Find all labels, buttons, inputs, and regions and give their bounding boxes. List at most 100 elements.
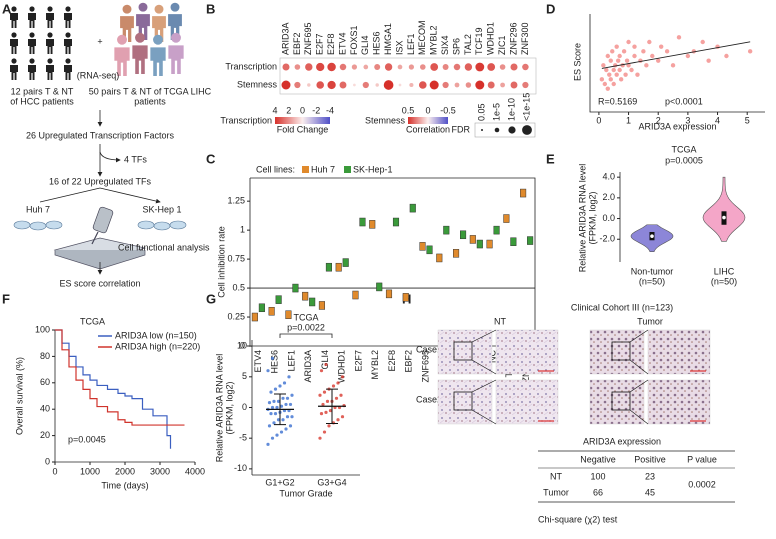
y-tick-label: 0	[45, 456, 50, 466]
color-scale	[275, 117, 330, 124]
stemness-dot	[510, 81, 518, 89]
y-tick-label: 10	[237, 341, 247, 351]
histology-zoom	[495, 379, 559, 425]
scatter-point	[607, 72, 612, 77]
data-point	[273, 412, 278, 416]
histology-zoom	[495, 329, 559, 375]
stemness-dot	[429, 80, 439, 90]
x-tick-label: ZNF695	[420, 350, 430, 383]
scatter-point	[626, 39, 631, 45]
scatter-point	[676, 35, 682, 40]
scatter-point	[604, 67, 609, 73]
scatter-point	[617, 67, 622, 73]
box	[503, 214, 510, 223]
data-point	[340, 415, 345, 419]
y-axis-label: Overall survival (%)	[14, 357, 24, 435]
scatter-point	[632, 44, 637, 49]
zoom-connector	[629, 329, 649, 375]
legend-label: ARID3A high (n=220)	[115, 341, 200, 351]
error-bar	[274, 393, 286, 426]
box	[402, 293, 409, 302]
stemness-dot	[419, 81, 427, 89]
zoom-box	[611, 391, 631, 411]
y-tick-label: 40	[40, 404, 50, 414]
panel-label: F	[2, 291, 10, 306]
box	[486, 239, 493, 249]
box	[469, 235, 476, 244]
data-point	[269, 412, 273, 416]
y-tick-label: 0.5	[232, 282, 245, 292]
x-tick-label: (n=50)	[711, 276, 737, 286]
data-point	[319, 412, 324, 416]
gene-label: EBF2	[292, 32, 302, 55]
gene-label: ZNF695	[303, 22, 313, 55]
legend-label: SK-Hep-1	[353, 164, 393, 174]
fdr-dot	[522, 125, 532, 135]
stemness-dot	[353, 83, 356, 87]
arrow	[39, 187, 160, 202]
table-cell: NT	[550, 471, 562, 481]
zoom-connector	[629, 379, 649, 425]
x-axis-label: ARID3A expression	[638, 121, 716, 131]
step-label: 16 of 22 Upregulated TFs	[49, 176, 151, 186]
data-point	[284, 427, 288, 431]
violin-median	[650, 234, 654, 238]
scatter-point	[724, 53, 729, 59]
x-tick-label: HES6	[270, 350, 280, 374]
y-tick-label: 1.25	[227, 196, 245, 206]
row-label: Stemness	[237, 79, 278, 89]
transcription-dot	[363, 64, 369, 70]
arrow	[99, 151, 121, 163]
box	[352, 290, 359, 300]
scatter-point	[602, 81, 608, 87]
box	[342, 258, 349, 267]
y-tick-label: 80	[40, 351, 50, 361]
data-point	[267, 424, 272, 428]
fdr-dot	[508, 126, 516, 134]
transcription-dot	[475, 62, 485, 72]
scatter-point	[638, 58, 643, 63]
table-cell: 23	[645, 471, 655, 481]
x-tick-label: 2	[656, 115, 661, 125]
legend-title: FDR	[452, 124, 471, 134]
stemness-dot	[487, 81, 495, 89]
data-point	[325, 399, 330, 403]
transcription-dot	[282, 63, 290, 71]
box	[309, 297, 316, 307]
scatter-point	[644, 63, 649, 68]
box	[520, 188, 527, 198]
method-label: (RNA-seq)	[77, 70, 120, 80]
data-point	[281, 418, 285, 422]
gene-label: TAL2	[463, 34, 473, 55]
scatter-point	[647, 39, 652, 45]
data-point	[278, 384, 282, 388]
y-tick-label: 1	[240, 225, 245, 235]
p-value: p<0.0001	[665, 96, 703, 106]
y-tick-label: 20	[40, 430, 50, 440]
column-label: Tumor	[637, 316, 663, 326]
box	[392, 217, 400, 227]
transcription-dot	[339, 63, 347, 71]
data-point	[324, 362, 328, 367]
box	[409, 203, 416, 213]
data-point	[282, 381, 287, 385]
violin	[702, 176, 746, 242]
data-point	[287, 375, 291, 379]
y-tick-label: 100	[35, 324, 50, 334]
fdr-label: <1e-15	[521, 93, 531, 121]
scatter-point	[614, 72, 619, 77]
x-tick-label: WDHD1	[337, 350, 347, 383]
table-cell: 66	[593, 487, 603, 497]
plate-pipette-icon	[53, 206, 147, 270]
stemness-dot	[465, 82, 472, 88]
scatter-point	[618, 77, 624, 82]
data-point	[334, 396, 339, 400]
y-tick-label: 5	[242, 371, 247, 381]
box	[359, 217, 366, 227]
x-tick-label: G3+G4	[317, 477, 346, 487]
row-label: Transcription	[225, 61, 277, 71]
data-point	[290, 415, 294, 419]
fdr-frame	[474, 122, 536, 138]
gene-label: GLI4	[360, 35, 370, 55]
